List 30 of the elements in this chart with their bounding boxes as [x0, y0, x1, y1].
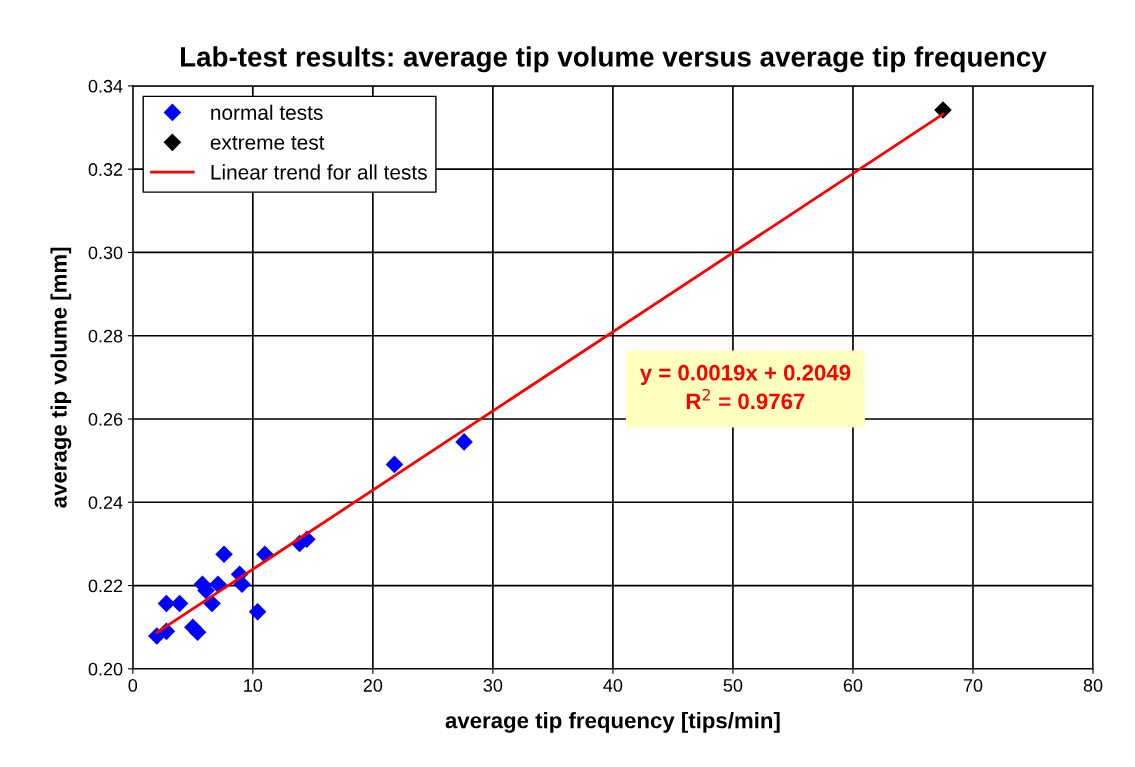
point: [215, 545, 233, 564]
y-tick-label: 0.20: [88, 662, 123, 676]
point: [455, 433, 473, 451]
x-tick-label: 10: [244, 679, 263, 692]
y-tick-label: 0.26: [88, 412, 123, 426]
point: [385, 455, 404, 474]
legend-label: Linear trend for all tests: [211, 164, 427, 180]
point: [248, 603, 267, 621]
x-tick-label: 20: [363, 679, 383, 692]
x-tick-label: 80: [1083, 679, 1103, 692]
y-tick-label: 0.28: [88, 329, 123, 343]
legend-label: extreme test: [210, 136, 325, 150]
legend-label: normal tests: [211, 104, 323, 120]
annotation: y = 0.0019x + 0.2049 R$^{2}$ = 0.9767: [639, 364, 851, 410]
y-tick-label: 0.34: [88, 79, 123, 93]
x-tick-label: 0: [128, 679, 138, 692]
point: [209, 575, 227, 594]
y-tick-label: 0.32: [88, 163, 123, 176]
y-axis-title: average tip volume [mm]: [50, 247, 72, 508]
x-axis-title: average tip frequency [tips/min]: [445, 712, 780, 733]
x-tick-label: 30: [483, 679, 503, 692]
x-tick-label: 60: [843, 679, 863, 692]
x-tick-label: 40: [603, 679, 623, 692]
x-tick-label: 50: [723, 679, 743, 692]
y-tick-label: 0.30: [88, 246, 123, 260]
x-tick-label: 70: [963, 679, 983, 692]
y-tick-label: 0.22: [88, 579, 123, 593]
y-tick-label: 0.24: [88, 496, 123, 509]
point: [188, 623, 207, 641]
chart-title: Lab-test results: average tip volume versus average tip frequency: [180, 46, 1047, 73]
